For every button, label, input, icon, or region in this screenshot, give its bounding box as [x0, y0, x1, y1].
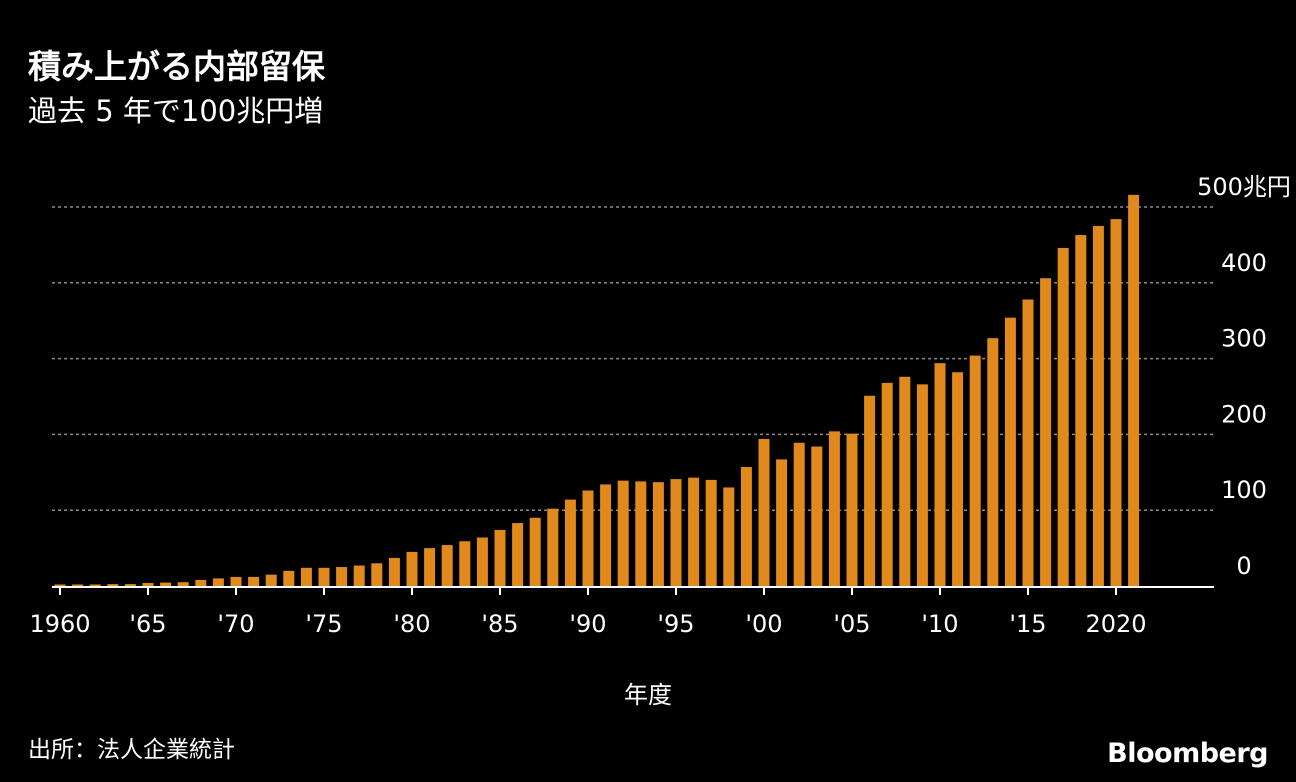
bar-2008 [899, 376, 911, 586]
bar-2010 [934, 363, 946, 586]
x-tick-label: '05 [833, 610, 870, 638]
x-tick-label: '00 [745, 610, 782, 638]
source-note: 出所：法人企業統計 [28, 737, 235, 763]
x-tick-label: '85 [481, 610, 518, 638]
bar-1961 [72, 584, 84, 586]
bar-1964 [124, 584, 136, 586]
bar-2013 [987, 338, 999, 586]
bar-1988 [547, 508, 559, 586]
bar-1977 [353, 565, 365, 586]
bar-2019 [1092, 225, 1104, 586]
bar-1983 [459, 541, 471, 586]
bar-1980 [406, 551, 418, 586]
bar-1998 [723, 487, 735, 586]
y-tick-label: 400 [1221, 249, 1267, 277]
bar-1996 [688, 477, 700, 586]
bar-1968 [195, 579, 207, 586]
bar-1970 [230, 576, 242, 586]
grid-lines [52, 206, 1214, 511]
bar-1969 [212, 578, 224, 586]
bar-2017 [1057, 247, 1069, 586]
x-tick-label: '90 [569, 610, 606, 638]
bar-1999 [740, 466, 752, 586]
bar-1997 [705, 479, 717, 586]
bar-1972 [265, 574, 277, 586]
bar-2005 [846, 433, 858, 586]
x-tick-label: '80 [393, 610, 430, 638]
bar-2014 [1004, 317, 1016, 586]
bar-1965 [142, 582, 154, 586]
bar-1967 [177, 582, 189, 586]
bar-1990 [582, 490, 594, 586]
bar-2000 [758, 438, 770, 586]
chart-subtitle: 過去 5 年で100兆円増 [28, 94, 324, 128]
y-tick-labels: 0 100 200 300 400 500兆円 [1197, 173, 1291, 580]
bar-1963 [107, 584, 119, 586]
bar-1989 [564, 499, 576, 586]
bar-2001 [776, 459, 788, 586]
y-tick-label: 0 [1236, 552, 1251, 580]
bar-2021 [1128, 194, 1140, 586]
bar-1992 [617, 480, 629, 586]
bar-1978 [371, 563, 383, 586]
bar-1971 [248, 576, 260, 586]
y-tick-label: 200 [1221, 400, 1267, 428]
bar-1991 [600, 484, 612, 586]
x-tick-label: '15 [1009, 610, 1046, 638]
x-tick-label: '10 [921, 610, 958, 638]
bar-1994 [652, 482, 664, 586]
bar-2015 [1022, 299, 1034, 586]
bar-2020 [1110, 219, 1122, 587]
bar-1979 [388, 557, 400, 586]
bar-1966 [160, 582, 172, 586]
bar-1985 [494, 529, 506, 586]
bar-2011 [952, 372, 964, 586]
bar-2018 [1075, 235, 1087, 586]
bar-1974 [300, 567, 312, 586]
y-tick-label: 100 [1221, 476, 1267, 504]
x-tick-label: 2020 [1085, 610, 1146, 638]
bar-1973 [283, 570, 295, 586]
bar-1960 [54, 584, 66, 586]
bars [54, 194, 1140, 587]
x-tick-label: '70 [217, 610, 254, 638]
bar-2012 [969, 355, 981, 586]
bar-2004 [828, 431, 840, 586]
bar-2009 [916, 384, 928, 586]
bar-2007 [881, 382, 893, 586]
bar-1976 [336, 567, 348, 586]
bar-1981 [424, 548, 436, 586]
bloomberg-logo: Bloomberg [1107, 738, 1268, 769]
x-axis-title: 年度 [624, 681, 672, 709]
bar-1986 [512, 523, 524, 586]
bar-2016 [1040, 278, 1052, 586]
bar-2002 [793, 442, 805, 586]
bar-2006 [864, 395, 876, 586]
x-ticks: 1960 '65 '70 '75 '80 '85 '90 '95 '00 '05 '10 '15 202… [29, 587, 1147, 638]
bar-2003 [811, 446, 823, 586]
bar-1993 [635, 481, 647, 586]
y-tick-label: 500兆円 [1197, 173, 1291, 201]
x-tick-label: '75 [305, 610, 342, 638]
bar-1975 [318, 567, 330, 586]
bar-1987 [529, 517, 541, 586]
bar-1962 [89, 584, 101, 586]
x-tick-label: '95 [657, 610, 694, 638]
y-tick-label: 300 [1221, 325, 1267, 353]
x-tick-label: '65 [129, 610, 166, 638]
x-tick-label: 1960 [29, 610, 90, 638]
bar-1995 [670, 479, 682, 586]
bar-1982 [441, 545, 453, 586]
bar-1984 [476, 537, 488, 586]
chart-title: 積み上がる内部留保 [28, 47, 325, 86]
